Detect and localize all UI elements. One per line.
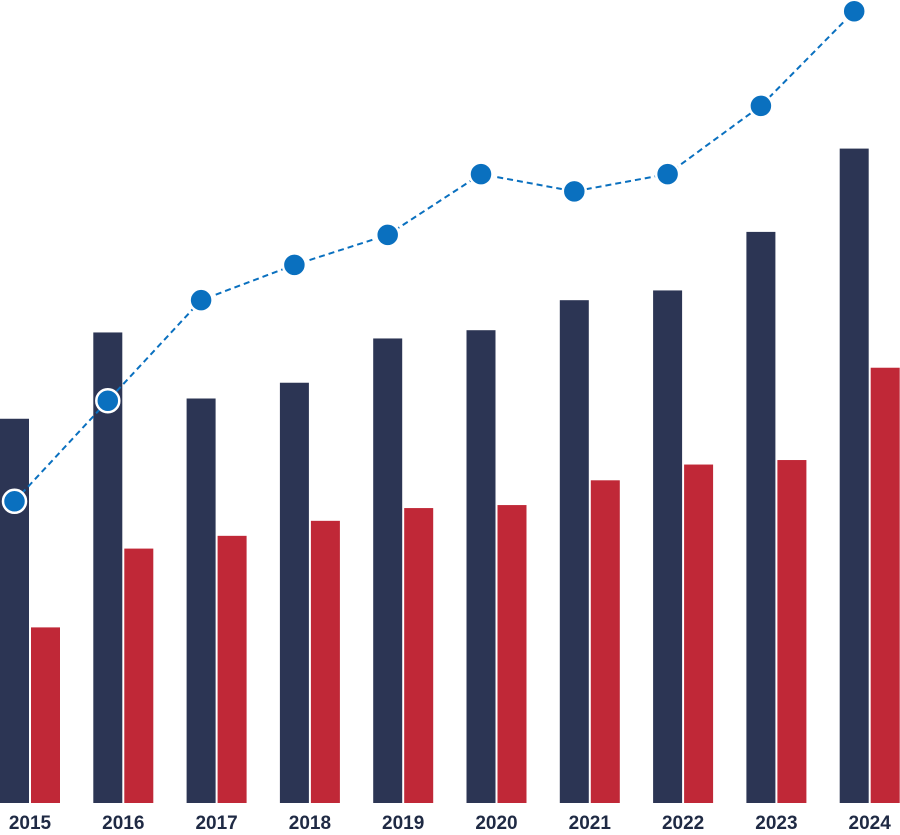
line-point-2017 bbox=[188, 287, 214, 313]
bar-dark-2024 bbox=[839, 148, 869, 803]
x-tick-label-2021: 2021 bbox=[569, 813, 612, 834]
x-tick-label-2017: 2017 bbox=[195, 813, 237, 834]
x-axis: 2015 2016 2017 2018 2019 2020 2021 2022 2023 2024 bbox=[9, 813, 891, 834]
bar-series-red bbox=[31, 367, 900, 803]
line-point-2016 bbox=[95, 387, 121, 414]
line-point-2022 bbox=[654, 161, 681, 187]
bar-dark-2015 bbox=[0, 418, 29, 803]
bar-red-2022 bbox=[684, 464, 714, 803]
bar-red-2019 bbox=[404, 508, 434, 803]
bar-dark-2017 bbox=[186, 398, 216, 803]
bar-dark-2019 bbox=[373, 338, 403, 803]
x-tick-label-2022: 2022 bbox=[662, 813, 704, 834]
x-tick-label-2019: 2019 bbox=[382, 813, 424, 834]
line-point-2015 bbox=[1, 488, 28, 515]
bar-red-2017 bbox=[217, 535, 247, 803]
line-series bbox=[1, 0, 867, 515]
x-tick-label-2023: 2023 bbox=[755, 813, 797, 834]
line-point-2018 bbox=[281, 252, 308, 278]
line-point-2020 bbox=[468, 161, 494, 187]
bar-red-2020 bbox=[497, 505, 527, 803]
bar-red-2018 bbox=[310, 520, 340, 803]
bar-red-2023 bbox=[777, 460, 807, 803]
bar-dark-2021 bbox=[559, 300, 589, 803]
bar-red-2015 bbox=[31, 627, 60, 803]
bar-series-dark bbox=[0, 148, 869, 803]
line-series-path bbox=[13, 10, 855, 502]
bar-dark-2023 bbox=[746, 231, 776, 803]
x-tick-label-2020: 2020 bbox=[475, 813, 517, 834]
bar-dark-2022 bbox=[653, 290, 683, 803]
line-point-2024 bbox=[841, 0, 867, 25]
bar-dark-2018 bbox=[279, 382, 309, 803]
line-point-2021 bbox=[561, 178, 588, 205]
x-tick-label-2018: 2018 bbox=[289, 813, 331, 834]
x-tick-label-2015: 2015 bbox=[9, 813, 52, 834]
bar-red-2016 bbox=[124, 548, 154, 803]
line-point-2019 bbox=[374, 222, 401, 248]
bar-dark-2020 bbox=[466, 330, 496, 803]
bar-red-2024 bbox=[870, 367, 900, 803]
line-point-2023 bbox=[748, 93, 774, 119]
x-tick-label-2016: 2016 bbox=[102, 813, 144, 834]
x-tick-label-2024: 2024 bbox=[849, 813, 892, 834]
bar-red-2021 bbox=[590, 480, 620, 803]
